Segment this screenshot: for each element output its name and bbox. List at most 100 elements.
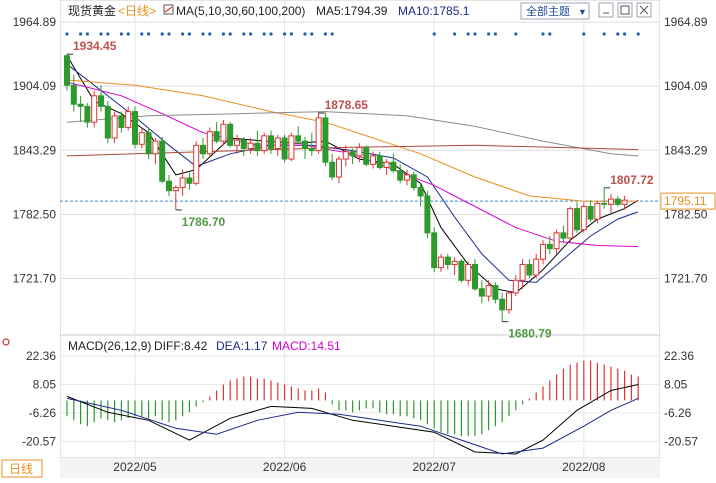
candle-body bbox=[614, 198, 621, 205]
period-tab-daily[interactable]: 日线 bbox=[1, 459, 43, 478]
candle-body bbox=[213, 131, 220, 142]
candle-body bbox=[254, 142, 261, 152]
candle-body bbox=[281, 137, 288, 160]
candle-body bbox=[519, 263, 526, 281]
macd-diff-line bbox=[66, 384, 639, 455]
event-dot bbox=[514, 32, 518, 36]
candle-body bbox=[560, 232, 567, 239]
topic-selector-button[interactable]: 全部主题 ▼ bbox=[520, 2, 590, 20]
event-dot bbox=[269, 32, 273, 36]
candle-body bbox=[342, 151, 349, 160]
candle-body bbox=[84, 105, 91, 123]
event-dot bbox=[201, 32, 205, 36]
candle-body bbox=[179, 177, 186, 189]
candle-body bbox=[376, 155, 383, 168]
event-dot bbox=[242, 32, 246, 36]
macd-dea-readout: DEA:1.17 bbox=[216, 339, 268, 353]
ma10-readout: MA10:1785.1 bbox=[398, 4, 470, 18]
candle-body bbox=[438, 256, 444, 269]
candle-body bbox=[104, 105, 111, 139]
candle-body bbox=[370, 155, 376, 165]
candle-body bbox=[526, 263, 533, 276]
candle-body bbox=[390, 161, 397, 172]
event-dot bbox=[140, 32, 144, 36]
candle-body bbox=[91, 95, 98, 123]
price-annotation: 1878.65 bbox=[325, 98, 369, 112]
event-dot bbox=[487, 32, 491, 36]
candle-body bbox=[553, 232, 560, 250]
ma-settings-label[interactable]: MA(5,10,30,60,100,200) bbox=[176, 4, 305, 18]
macd-tick-label-right: -20.57 bbox=[664, 434, 698, 448]
price-annotation: 1807.72 bbox=[610, 173, 654, 187]
price-tick-label-right: 1721.70 bbox=[664, 271, 708, 285]
candle-body bbox=[261, 135, 268, 152]
candle-body bbox=[594, 202, 601, 220]
macd-tick-label-left: -20.57 bbox=[22, 434, 56, 448]
candle-body bbox=[424, 195, 431, 234]
candle-body bbox=[288, 135, 295, 160]
candle-body bbox=[268, 135, 274, 150]
candle-body bbox=[138, 132, 145, 145]
event-dot bbox=[330, 32, 334, 36]
price-tick-label-right: 1843.29 bbox=[664, 143, 708, 157]
candle-body bbox=[383, 161, 390, 168]
event-dot bbox=[126, 32, 130, 36]
candle-body bbox=[98, 95, 104, 107]
macd-dea-line bbox=[66, 397, 639, 455]
right-axis-bg bbox=[660, 0, 716, 478]
topic-selector-label: 全部主题 bbox=[526, 4, 570, 18]
event-dot bbox=[283, 32, 287, 36]
candle-body bbox=[533, 258, 540, 276]
candle-body bbox=[322, 117, 329, 163]
candle-body bbox=[64, 55, 70, 86]
event-dot bbox=[582, 32, 586, 36]
event-dot bbox=[85, 32, 89, 36]
event-dot bbox=[65, 32, 69, 36]
candle-body bbox=[274, 137, 281, 150]
candle-body bbox=[485, 285, 492, 297]
candle-body bbox=[118, 115, 125, 128]
minimize-icon[interactable] bbox=[598, 2, 614, 18]
macd-label: MACD(26,12,9) bbox=[68, 339, 151, 353]
event-dot bbox=[636, 32, 640, 36]
price-annotation: 1680.79 bbox=[508, 327, 552, 341]
close-icon[interactable] bbox=[636, 2, 652, 18]
candle-body bbox=[111, 115, 118, 139]
event-dot bbox=[616, 32, 620, 36]
candle-body bbox=[608, 198, 614, 205]
event-dot bbox=[262, 32, 266, 36]
candle-body bbox=[492, 285, 499, 300]
candle-body bbox=[506, 292, 512, 311]
event-dot bbox=[466, 32, 470, 36]
price-tick-label-left: 1721.70 bbox=[13, 271, 57, 285]
candle-body bbox=[234, 139, 240, 146]
candle-body bbox=[478, 288, 485, 297]
maximize-icon[interactable] bbox=[617, 2, 633, 18]
candle-body bbox=[240, 139, 247, 150]
price-tick-label-left: 1843.29 bbox=[13, 143, 57, 157]
candle-body bbox=[356, 146, 363, 157]
period-selector[interactable]: <日线> bbox=[118, 4, 156, 18]
price-annotation: 1934.45 bbox=[73, 39, 117, 53]
event-dot bbox=[602, 32, 606, 36]
candle-body bbox=[349, 151, 356, 157]
date-tick-label: 2022/05 bbox=[113, 460, 157, 474]
event-dot bbox=[289, 32, 293, 36]
settings-icon[interactable] bbox=[2, 338, 10, 346]
macd-tick-label-left: 22.36 bbox=[26, 349, 56, 363]
macd-value-readout: MACD:14.51 bbox=[272, 339, 341, 353]
candle-body bbox=[546, 243, 553, 250]
candle-body bbox=[410, 174, 417, 189]
price-annotations: 1934.45 1878.65 1786.70 1680.79 1807.72 bbox=[67, 39, 654, 341]
event-dot bbox=[473, 32, 477, 36]
macd-tick-label-right: 22.36 bbox=[664, 349, 694, 363]
current-price-label: 1795.11 bbox=[664, 194, 707, 208]
macd-tick-label-right: -6.26 bbox=[664, 406, 692, 420]
price-tick-label-right: 1964.89 bbox=[664, 15, 708, 29]
candle-body bbox=[397, 170, 404, 181]
candle-body bbox=[404, 174, 410, 181]
candle-body bbox=[451, 260, 458, 265]
macd-diff-readout: DIFF:8.42 bbox=[154, 339, 208, 353]
